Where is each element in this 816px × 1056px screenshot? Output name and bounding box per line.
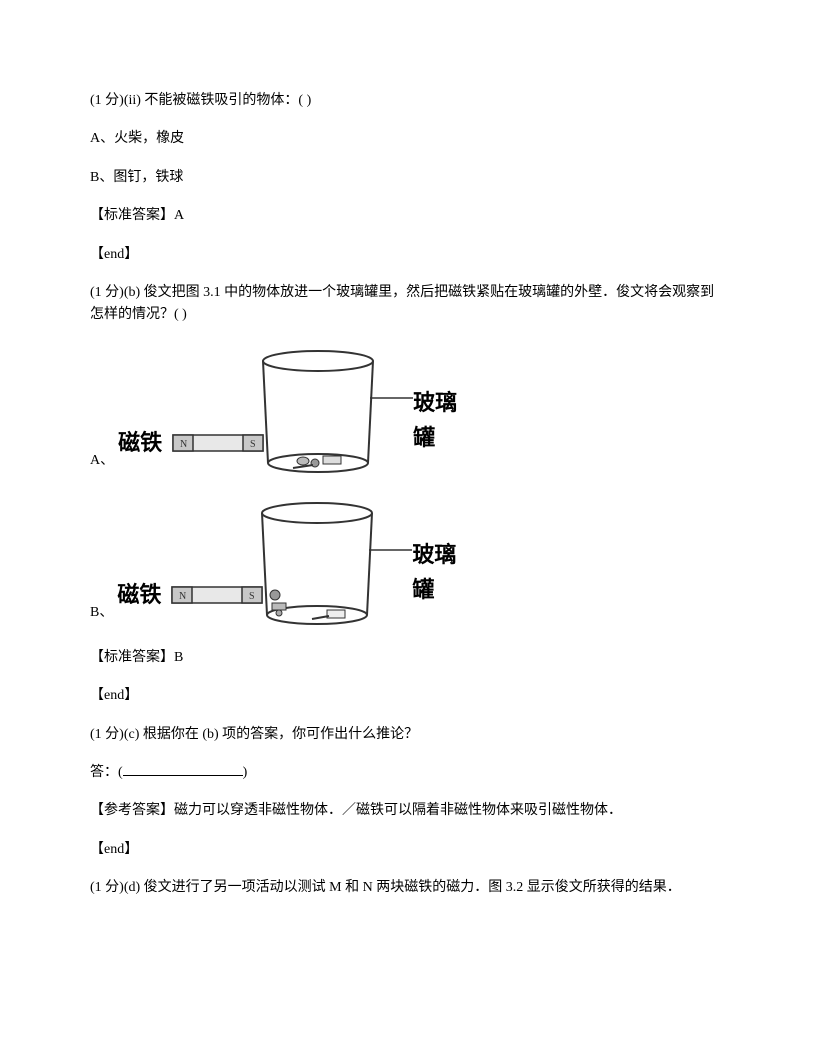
q2-option-b-label: B、 [90,602,113,634]
svg-text:N: N [179,591,186,602]
jar-magnet-diagram-b: N S [117,495,457,635]
q2-answer: 【标准答案】B [90,647,726,669]
q2-figure-a-row: A、 N S 磁铁 玻璃罐 [90,343,726,483]
q4-prompt: (1 分)(d) 俊文进行了另一项活动以测试 M 和 N 两块磁铁的磁力．图 3… [90,877,726,899]
answer-blank[interactable] [123,762,243,776]
q3-answer-prefix: 答：( [90,765,123,780]
jar-label-a: 玻璃罐 [413,385,458,455]
q2-end: 【end】 [90,685,726,707]
svg-text:N: N [180,439,187,450]
q2-option-a-label: A、 [90,450,114,482]
q1-option-a: A、火柴，橡皮 [90,128,726,150]
q3-end: 【end】 [90,839,726,861]
q2-figure-b: N S 磁铁 玻璃罐 [117,495,457,635]
q1-prompt: (1 分)(ii) 不能被磁铁吸引的物体：( ) [90,90,726,112]
svg-text:S: S [249,591,255,602]
q3-ref-answer: 【参考答案】磁力可以穿透非磁性物体．／磁铁可以隔着非磁性物体来吸引磁性物体． [90,800,726,822]
svg-text:S: S [250,439,256,450]
q2-prompt: (1 分)(b) 俊文把图 3.1 中的物体放进一个玻璃罐里，然后把磁铁紧贴在玻… [90,282,726,327]
q2-figure-b-row: B、 N S 磁铁 玻璃罐 [90,495,726,635]
jar-label-b: 玻璃罐 [412,537,457,607]
q1-end: 【end】 [90,244,726,266]
magnet-label-a: 磁铁 [118,425,162,460]
q3-answer-suffix: ) [243,765,248,780]
q2-figure-a: N S 磁铁 玻璃罐 [118,343,458,483]
jar-magnet-diagram-a: N S [118,343,458,483]
q1-option-b: B、图钉，铁球 [90,167,726,189]
q3-answer-line: 答：() [90,762,726,784]
magnet-label-b: 磁铁 [117,577,161,612]
q3-prompt: (1 分)(c) 根据你在 (b) 项的答案，你可作出什么推论？ [90,724,726,746]
q1-answer: 【标准答案】A [90,205,726,227]
